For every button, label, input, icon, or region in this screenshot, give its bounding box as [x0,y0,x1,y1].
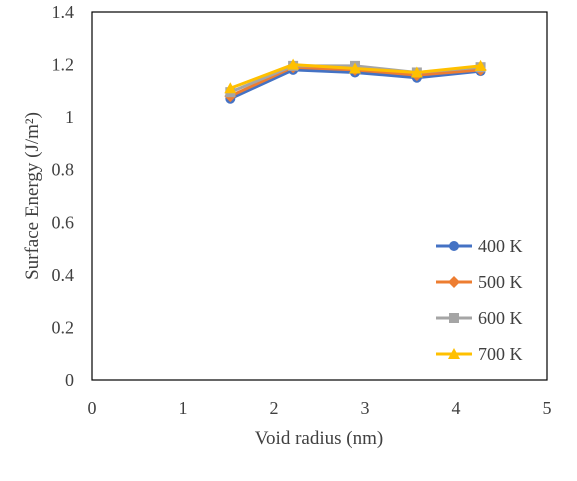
y-tick-label: 1.2 [52,55,75,75]
series-700-k [224,58,487,94]
y-axis-title: Surface Energy (J/m²) [22,112,43,280]
y-tick-label: 0.2 [52,317,75,337]
x-tick-label: 0 [88,398,97,418]
data-point-triangle [287,58,300,70]
data-point-triangle [410,66,423,78]
legend-label: 600 K [478,308,523,328]
data-point-square [449,313,459,323]
y-tick-label: 0.4 [52,265,75,285]
y-tick-label: 0 [65,370,74,390]
legend-label: 700 K [478,344,523,364]
legend-label: 400 K [478,236,523,256]
x-axis-title: Void radius (nm) [255,428,383,449]
y-tick-label: 0.6 [52,212,75,232]
legend-item: 700 K [436,344,523,364]
data-point-triangle [474,59,487,71]
data-point-diamond [448,276,460,288]
legend-item: 600 K [436,308,523,328]
data-point-triangle [348,62,361,74]
data-point-triangle [224,82,237,94]
legend-label: 500 K [478,272,523,292]
data-point-triangle [448,348,460,359]
legend: 400 K 500 K 600 K 700 K [436,236,523,364]
data-point-circle [449,241,459,251]
y-tick-label: 1.4 [52,2,75,22]
y-tick-label: 0.8 [52,160,75,180]
tick-labels: 0 1 2 3 4 5 0 0.2 0.4 0.6 0.8 1 1.2 1.4 [52,2,552,418]
y-tick-label: 1 [65,107,74,127]
x-tick-label: 1 [179,398,188,418]
series-group [224,58,487,104]
x-tick-label: 2 [270,398,279,418]
legend-item: 500 K [436,272,523,292]
x-tick-label: 4 [452,398,461,418]
legend-item: 400 K [436,236,523,256]
x-tick-label: 5 [543,398,552,418]
x-tick-label: 3 [361,398,370,418]
